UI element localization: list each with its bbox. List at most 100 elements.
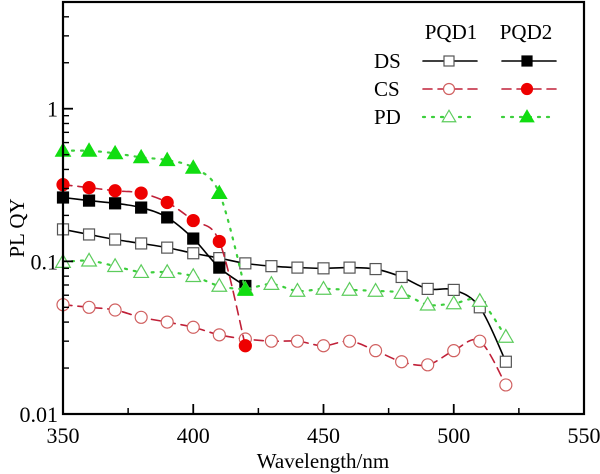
legend-label-ds: DS	[374, 49, 401, 73]
data-point-ds-pqd1	[187, 247, 200, 260]
data-point-cs-pqd1	[290, 334, 305, 348]
data-point-ds-pqd1	[395, 270, 408, 284]
data-point-pd-pqd2	[158, 151, 176, 167]
data-point-cs-pqd2	[160, 195, 174, 210]
data-point-ds-pqd1	[421, 282, 434, 295]
data-point-cs-pqd1	[160, 315, 174, 329]
data-point-ds-pqd1	[108, 233, 122, 246]
data-point-cs-pqd1	[473, 334, 487, 348]
data-point-pd-pqd2	[184, 159, 202, 174]
data-point-cs-pqd1	[447, 344, 461, 358]
x-tick-label: 550	[568, 423, 600, 448]
data-point-pd-pqd1	[471, 292, 489, 307]
data-point-cs-pqd1	[395, 355, 409, 369]
data-point-ds-pqd2	[161, 211, 174, 224]
data-point-pd-pqd2	[132, 148, 150, 164]
legend-marker-cs-pqd2	[520, 82, 534, 96]
legend-marker-ds-pqd2	[521, 55, 533, 67]
y-tick-label: 1	[47, 97, 58, 122]
series-layer	[54, 142, 515, 392]
x-tick-label: 500	[437, 423, 470, 448]
data-point-pd-pqd1	[132, 263, 150, 279]
data-point-pd-pqd1	[80, 252, 98, 267]
data-point-pd-pqd1	[210, 277, 228, 292]
legend-header-pqd1: PQD1	[425, 20, 478, 44]
data-point-pd-pqd1	[445, 294, 463, 310]
x-axis-title: Wavelength/nm	[257, 449, 389, 473]
data-point-ds-pqd1	[499, 355, 512, 368]
data-point-pd-pqd2	[80, 142, 98, 157]
data-point-cs-pqd1	[264, 334, 278, 348]
data-point-ds-pqd2	[108, 197, 122, 210]
data-point-cs-pqd2	[134, 186, 148, 200]
data-point-ds-pqd1	[265, 260, 278, 273]
data-point-ds-pqd1	[447, 283, 460, 297]
data-point-ds-pqd1	[291, 261, 304, 274]
data-point-cs-pqd1	[212, 328, 226, 342]
data-point-pd-pqd1	[419, 296, 437, 311]
series-line-pd-pqd1	[61, 259, 507, 338]
series-cs-pqd2	[56, 178, 252, 353]
data-point-ds-pqd2	[135, 201, 148, 214]
data-point-cs-pqd1	[499, 378, 513, 392]
x-tick-label: 400	[177, 423, 210, 448]
data-point-pd-pqd2	[106, 144, 124, 160]
data-point-pd-pqd2	[210, 184, 228, 200]
data-point-cs-pqd1	[186, 320, 200, 334]
y-tick-label: 0.1	[31, 249, 59, 274]
data-point-pd-pqd1	[367, 282, 384, 297]
series-ds-pqd1	[56, 223, 512, 368]
data-point-ds-pqd2	[82, 194, 96, 207]
y-axis-title: PL QY	[5, 198, 29, 257]
legend-marker-ds-pqd1	[443, 55, 455, 67]
data-point-pd-pqd1	[315, 280, 332, 295]
data-point-cs-pqd1	[369, 344, 383, 358]
legend-marker-pd-pqd1	[441, 109, 457, 123]
data-point-ds-pqd1	[343, 261, 356, 274]
data-point-cs-pqd1	[342, 334, 357, 348]
data-point-pd-pqd1	[184, 267, 202, 283]
data-point-pd-pqd2	[236, 281, 254, 296]
data-point-cs-pqd1	[82, 300, 96, 314]
data-point-pd-pqd1	[341, 281, 358, 296]
data-point-ds-pqd2	[213, 261, 226, 274]
series-line-cs-pqd1	[62, 303, 507, 386]
data-point-cs-pqd1	[421, 358, 435, 372]
legend-marker-pd-pqd2	[519, 109, 535, 123]
data-point-pd-pqd1	[158, 263, 176, 279]
data-point-ds-pqd1	[161, 241, 174, 254]
data-point-cs-pqd2	[186, 213, 200, 228]
data-point-cs-pqd2	[108, 184, 122, 198]
series-pd-pqd2	[54, 142, 254, 296]
data-point-cs-pqd1	[108, 303, 122, 317]
data-point-cs-pqd2	[238, 339, 252, 353]
data-point-cs-pqd2	[212, 234, 226, 249]
data-point-pd-pqd1	[106, 257, 124, 273]
series-line-ds-pqd1	[62, 228, 507, 363]
legend: PQD1 PQD2 DS CS PD	[374, 20, 558, 129]
legend-label-cs: CS	[374, 77, 400, 101]
data-point-pd-pqd1	[289, 282, 306, 297]
legend-label-pd: PD	[374, 105, 401, 129]
data-point-ds-pqd1	[239, 257, 252, 270]
data-point-pd-pqd1	[497, 328, 515, 343]
axis-layer: 350 400 450 500 550 0.01 0.1 1	[20, 16, 600, 448]
legend-samples	[421, 55, 558, 123]
legend-header-pqd2: PQD2	[500, 20, 553, 44]
data-point-ds-pqd1	[369, 262, 382, 276]
y-tick-label: 0.01	[20, 402, 59, 427]
data-point-ds-pqd2	[187, 232, 200, 245]
data-point-ds-pqd1	[317, 262, 330, 275]
data-point-pd-pqd1	[263, 275, 280, 290]
data-point-cs-pqd2	[82, 181, 96, 195]
x-tick-label: 350	[47, 423, 80, 448]
data-point-cs-pqd1	[134, 310, 148, 324]
data-point-cs-pqd1	[316, 339, 331, 353]
legend-marker-cs-pqd1	[442, 82, 456, 96]
data-point-ds-pqd1	[82, 228, 96, 241]
data-point-pd-pqd1	[393, 284, 411, 299]
series-cs-pqd1	[56, 298, 513, 392]
x-tick-label: 450	[307, 423, 340, 448]
data-point-ds-pqd1	[135, 237, 148, 250]
